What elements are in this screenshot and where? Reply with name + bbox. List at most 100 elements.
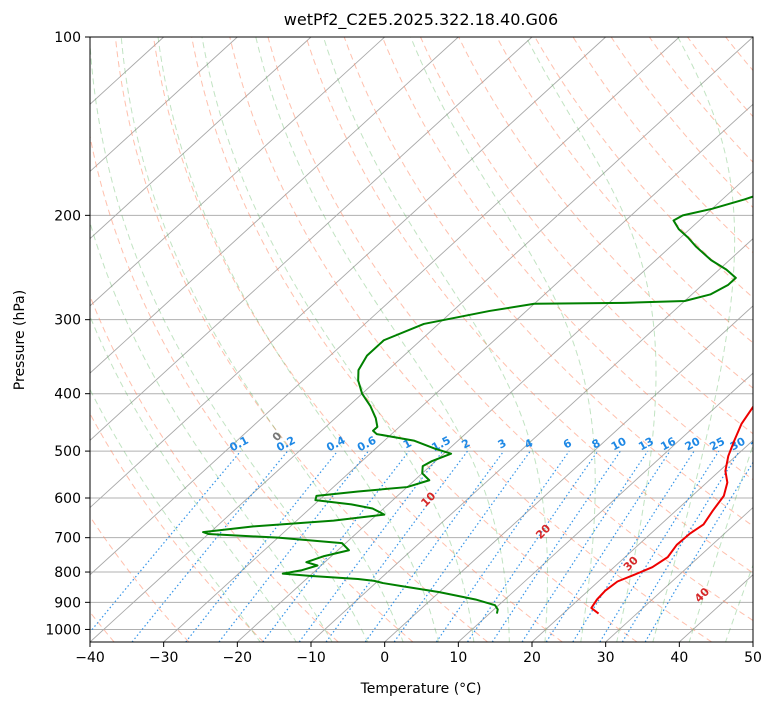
dry-adiabat-line bbox=[420, 37, 753, 435]
moist-adiabat-line bbox=[255, 37, 510, 642]
dry-adiabat-line bbox=[572, 37, 753, 254]
isotherm-line bbox=[752, 641, 753, 642]
dry-adiabat-label: -10 bbox=[25, 27, 48, 51]
mixing-ratio-line bbox=[325, 450, 469, 642]
moist-adiabat-line bbox=[322, 37, 548, 642]
x-tick-label: −40 bbox=[75, 650, 105, 666]
x-tick-label: 10 bbox=[449, 650, 467, 666]
moist-adiabat-line bbox=[201, 37, 475, 642]
mixing-ratio-label: 6 bbox=[561, 436, 574, 451]
y-tick-label: 300 bbox=[54, 313, 81, 329]
isotherm-line bbox=[90, 37, 459, 374]
moist-adiabat-line bbox=[90, 315, 297, 642]
mixing-ratio-label: 8 bbox=[590, 436, 603, 451]
plot-area: -100-90-80-70-60-50-40-30-20-10010203040… bbox=[0, 27, 775, 642]
dry-adiabat-line bbox=[90, 515, 190, 642]
dry-adiabat-line bbox=[687, 37, 753, 118]
isotherm-line bbox=[237, 170, 753, 642]
x-tick-label: 20 bbox=[523, 650, 541, 666]
dewpoint-profile-line bbox=[202, 195, 753, 614]
mixing-ratio-label: 25 bbox=[707, 435, 727, 454]
mixing-ratio-line bbox=[545, 450, 671, 642]
moist-adiabat-line bbox=[90, 37, 369, 642]
mixing-ratio-line bbox=[467, 450, 599, 642]
x-tick-label: 30 bbox=[597, 650, 615, 666]
moist-adiabat-label: 30 bbox=[621, 553, 641, 573]
dry-adiabat-line bbox=[648, 37, 753, 163]
x-axis-label: Temperature (°C) bbox=[360, 681, 482, 697]
mixing-ratio-label: 20 bbox=[683, 435, 703, 454]
moist-adiabat-line bbox=[688, 443, 753, 642]
y-tick-label: 600 bbox=[54, 491, 81, 507]
isobar-gridlines bbox=[90, 37, 753, 630]
plot-frame bbox=[89, 36, 754, 643]
dry-adiabat-line bbox=[764, 37, 775, 642]
dry-adiabat-line bbox=[725, 37, 753, 72]
sounding-profiles bbox=[202, 195, 753, 615]
isotherm-line bbox=[384, 305, 753, 642]
y-axis-ticks: 100 200 300 400 500 600 700 800 900 1000 bbox=[45, 30, 90, 638]
dry-adiabat-line bbox=[229, 37, 713, 642]
isotherm-line bbox=[531, 439, 753, 642]
mixing-ratio-line bbox=[393, 450, 531, 642]
x-tick-label: 0 bbox=[380, 650, 389, 666]
isotherm-line bbox=[163, 103, 753, 642]
moist-adiabat-line bbox=[725, 563, 753, 642]
mixing-ratio-label: 13 bbox=[636, 435, 656, 454]
chart-title: wetPf2_C2E5.2025.322.18.40.G06 bbox=[284, 10, 558, 30]
dry-adiabat-line bbox=[305, 37, 753, 574]
moist-adiabat-line bbox=[652, 37, 736, 642]
dry-adiabat-line bbox=[191, 37, 638, 642]
dry-adiabat-line bbox=[534, 37, 753, 299]
dry-adiabat-label: -20 bbox=[0, 27, 10, 51]
x-tick-label: −20 bbox=[223, 650, 253, 666]
isotherm-line bbox=[90, 37, 533, 441]
mixing-ratio-line bbox=[298, 450, 444, 642]
moist-adiabat-line bbox=[157, 37, 440, 642]
dry-adiabat-line bbox=[90, 294, 339, 642]
mixing-ratio-line bbox=[491, 450, 621, 642]
mixing-ratio-line bbox=[131, 450, 289, 642]
moist-adiabat-line bbox=[90, 388, 261, 642]
dry-adiabat-line bbox=[343, 37, 753, 527]
x-tick-label: −10 bbox=[296, 650, 326, 666]
mixing-ratio-label: 36 bbox=[749, 435, 769, 454]
y-axis-label: Pressure (hPa) bbox=[12, 290, 28, 390]
moist-adiabat-line bbox=[525, 37, 657, 642]
mixing-ratio-label: 30 bbox=[728, 435, 748, 454]
y-tick-label: 900 bbox=[54, 595, 81, 611]
y-tick-label: 1000 bbox=[45, 622, 81, 638]
mixing-ratio-label: 2 bbox=[459, 436, 472, 451]
dry-adiabat-line bbox=[458, 37, 753, 389]
dry-adiabat-line bbox=[90, 412, 264, 642]
mixing-ratio-label: 3 bbox=[496, 436, 509, 451]
mixing-ratio-line bbox=[185, 450, 339, 642]
isotherm-line bbox=[90, 37, 753, 642]
mixing-ratio-lines bbox=[90, 450, 753, 642]
dry-adiabat-line bbox=[153, 37, 563, 642]
isotherm-line bbox=[90, 37, 312, 240]
mixing-ratio-line bbox=[572, 450, 695, 642]
mixing-ratio-label: 10 bbox=[609, 435, 629, 454]
mixing-ratio-line bbox=[90, 450, 242, 634]
x-tick-label: 40 bbox=[670, 650, 688, 666]
moist-adiabat-line bbox=[90, 220, 333, 642]
y-tick-label: 800 bbox=[54, 565, 81, 581]
y-tick-label: 100 bbox=[54, 30, 81, 46]
isotherm-line bbox=[90, 37, 606, 509]
x-tick-label: −30 bbox=[149, 650, 179, 666]
isotherm-line bbox=[605, 506, 753, 642]
dry-adiabat-line bbox=[114, 37, 488, 642]
x-axis-ticks: −40 −30 −20 −10 0 10 20 30 40 50 bbox=[75, 642, 762, 666]
mixing-ratio-line bbox=[599, 450, 720, 642]
dry-adiabat-line bbox=[496, 37, 753, 344]
moist-adiabat-label: 10 bbox=[418, 489, 438, 509]
isotherm-line bbox=[90, 37, 680, 576]
dry-adiabats bbox=[90, 37, 775, 642]
mixing-ratio-line bbox=[621, 450, 740, 642]
isotherm-line bbox=[310, 238, 753, 642]
temperature-profile-line bbox=[590, 405, 753, 615]
moist-adiabat-line bbox=[120, 37, 404, 642]
mixing-ratio-line bbox=[435, 450, 570, 642]
